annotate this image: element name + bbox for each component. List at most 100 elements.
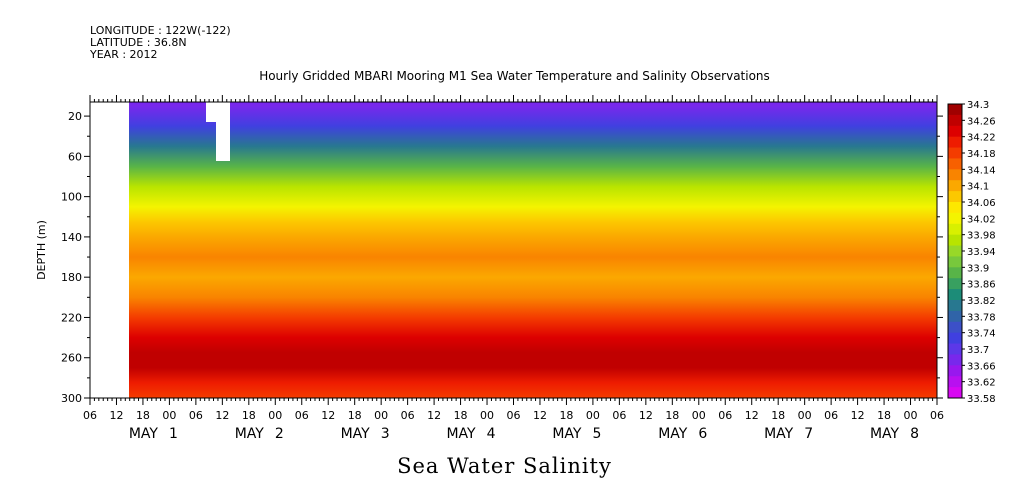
colorbar-label: 33.7: [967, 345, 989, 356]
x-tick-label: 18: [136, 409, 150, 422]
colorbar-segment: [948, 169, 962, 181]
colorbar-segment: [948, 245, 962, 257]
x-tick-label: 06: [401, 409, 415, 422]
colorbar-label: 33.66: [967, 361, 996, 372]
colorbar-segment: [948, 267, 962, 279]
x-day-number: 1: [169, 426, 178, 442]
x-tick-label: 06: [189, 409, 203, 422]
x-tick-label: 18: [877, 409, 891, 422]
x-tick-label: 12: [109, 409, 123, 422]
x-day-month: MAY: [129, 426, 159, 442]
y-tick-label: 300: [61, 392, 82, 405]
x-day-month: MAY: [658, 426, 688, 442]
x-day-label: MAY 8: [870, 426, 919, 442]
x-tick-label: 00: [586, 409, 600, 422]
y-tick-label: 140: [61, 231, 82, 244]
x-day-month: MAY: [552, 426, 582, 442]
colorbar-label: 33.86: [967, 280, 996, 291]
data-gap: [206, 102, 230, 122]
data-gap: [216, 120, 230, 161]
x-tick-label: 06: [83, 409, 97, 422]
salinity-field: [90, 102, 937, 398]
colorbar-segment: [948, 343, 962, 355]
x-day-month: MAY: [446, 426, 476, 442]
x-tick-label: 06: [930, 409, 944, 422]
y-tick-label: 100: [61, 191, 82, 204]
variable-label: Sea Water Salinity: [397, 454, 612, 478]
colorbar-label: 33.78: [967, 312, 996, 323]
x-tick-label: 00: [798, 409, 812, 422]
colorbar-segment: [948, 158, 962, 170]
colorbar-segment: [948, 321, 962, 334]
x-tick-label: 18: [242, 409, 256, 422]
x-day-number: 7: [804, 426, 813, 442]
x-tick-label: 00: [904, 409, 918, 422]
colorbar-segment: [948, 234, 962, 247]
colorbar-label: 34.3: [967, 100, 989, 111]
x-day-month: MAY: [870, 426, 900, 442]
colorbar-segment: [948, 365, 962, 377]
colorbar-label: 34.26: [967, 116, 996, 127]
colorbar-label: 34.14: [967, 165, 996, 176]
colorbar-segment: [948, 136, 962, 149]
x-tick-label: 00: [374, 409, 388, 422]
x-tick-label: 00: [162, 409, 176, 422]
x-tick-label: 06: [295, 409, 309, 422]
x-tick-label: 18: [454, 409, 468, 422]
colorbar-label: 34.18: [967, 149, 996, 160]
salinity-field-fill: [129, 102, 937, 398]
longitude-label: LONGITUDE : 122W(-122): [90, 24, 231, 37]
colorbar-segment: [948, 180, 962, 192]
x-day-label: MAY 4: [446, 426, 495, 442]
x-tick-label: 00: [692, 409, 706, 422]
colorbar-segment: [948, 125, 962, 138]
chart-title: Hourly Gridded MBARI Mooring M1 Sea Wate…: [259, 69, 770, 83]
x-tick-label: 12: [851, 409, 865, 422]
colorbar-label: 34.06: [967, 198, 996, 209]
x-tick-label: 06: [507, 409, 521, 422]
colorbar-segment: [948, 310, 962, 323]
colorbar-segment: [948, 376, 962, 388]
colorbar-label: 33.82: [967, 296, 996, 307]
x-tick-label: 00: [480, 409, 494, 422]
x-tick-label: 12: [639, 409, 653, 422]
colorbar-segment: [948, 256, 962, 268]
colorbar-segment: [948, 212, 962, 225]
x-tick-label: 12: [215, 409, 229, 422]
x-tick-label: 18: [348, 409, 362, 422]
colorbar-label: 33.94: [967, 247, 996, 258]
x-day-label: MAY 1: [129, 426, 178, 442]
x-day-number: 3: [381, 426, 390, 442]
colorbar-segment: [948, 223, 962, 236]
year-label: YEAR : 2012: [90, 48, 158, 61]
x-day-month: MAY: [764, 426, 794, 442]
y-tick-label: 260: [61, 352, 82, 365]
x-day-label: MAY 5: [552, 426, 601, 442]
y-tick-label: 180: [61, 271, 82, 284]
colorbar-label: 34.02: [967, 214, 996, 225]
x-day-label: MAY 2: [235, 426, 284, 442]
colorbar-segment: [948, 387, 962, 399]
colorbar-segment: [948, 202, 962, 214]
x-tick-label: 12: [321, 409, 335, 422]
x-day-month: MAY: [235, 426, 265, 442]
colorbar-label: 34.22: [967, 133, 996, 144]
x-day-number: 8: [910, 426, 919, 442]
colorbar-segment: [948, 278, 962, 290]
colorbar-segment: [948, 191, 962, 203]
x-day-label: MAY 6: [658, 426, 707, 442]
x-tick-label: 18: [771, 409, 785, 422]
colorbar-label: 33.9: [967, 263, 989, 274]
x-tick-label: 12: [745, 409, 759, 422]
x-tick-label: 06: [718, 409, 732, 422]
colorbar-label: 33.58: [967, 394, 996, 405]
y-tick-label: 20: [68, 110, 82, 123]
x-tick-label: 12: [427, 409, 441, 422]
x-day-number: 6: [698, 426, 707, 442]
y-tick-label: 220: [61, 311, 82, 324]
x-tick-label: 06: [612, 409, 626, 422]
colorbar-segment: [948, 332, 962, 345]
colorbar-segment: [948, 114, 962, 127]
y-tick-label: 60: [68, 150, 82, 163]
